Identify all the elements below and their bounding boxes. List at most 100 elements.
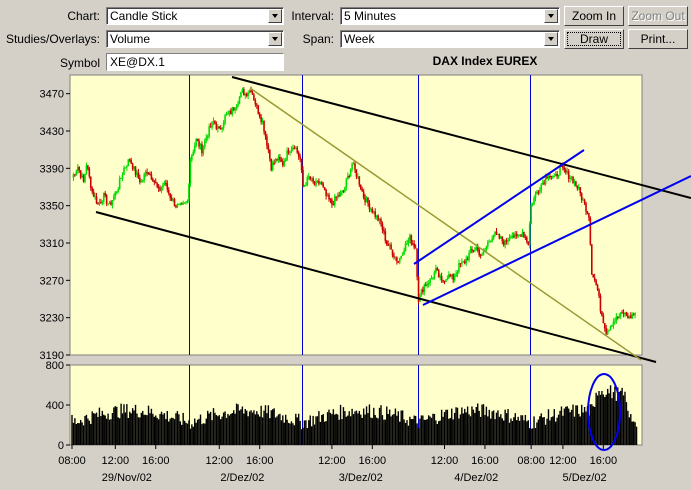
candle-body: [567, 171, 570, 179]
candle-body: [230, 110, 232, 115]
candle-body: [508, 237, 511, 241]
candle-body: [463, 261, 466, 264]
candle-body: [627, 315, 629, 319]
interval-select[interactable]: 5 Minutes: [340, 7, 560, 25]
candle-body: [621, 312, 623, 314]
candle-body: [88, 168, 91, 177]
candle-body: [166, 183, 169, 190]
candle-body: [510, 237, 512, 239]
candle-body: [482, 251, 485, 255]
chevron-down-icon[interactable]: [544, 32, 558, 46]
candle-body: [325, 189, 327, 196]
candle-body: [391, 249, 394, 256]
candle-body: [153, 181, 156, 183]
candle-body: [300, 158, 303, 170]
chart-type-value: Candle Stick: [110, 9, 178, 23]
candle-body: [225, 114, 228, 116]
candle-body: [267, 145, 270, 150]
candle-body: [401, 254, 404, 256]
candle-body: [307, 176, 310, 178]
chevron-down-icon[interactable]: [268, 9, 282, 23]
candle-body: [598, 289, 600, 296]
candle-body: [575, 181, 577, 186]
candle-body: [269, 149, 271, 159]
candle-body: [299, 156, 301, 159]
candle-body: [553, 176, 556, 178]
candle-body: [315, 180, 317, 186]
chevron-down-icon[interactable]: [268, 32, 282, 46]
candle-body: [346, 176, 349, 180]
candle-body: [472, 250, 475, 252]
symbol-input[interactable]: XE@DX.1: [106, 53, 284, 71]
candle-body: [407, 240, 410, 244]
candle-body: [466, 258, 469, 260]
candle-body: [442, 279, 444, 282]
candle-body: [375, 215, 378, 217]
studies-select[interactable]: Volume: [106, 30, 284, 48]
candle-body: [439, 276, 441, 278]
candle-body: [430, 278, 433, 280]
candle-body: [310, 178, 313, 180]
candle-body: [573, 181, 576, 184]
candle-body: [355, 169, 358, 177]
candle-body: [592, 274, 595, 278]
candle-body: [530, 205, 532, 225]
candle-body: [485, 246, 488, 250]
candle-body: [589, 217, 592, 245]
candle-body: [245, 93, 248, 96]
candle-body: [74, 174, 76, 176]
candle-body: [154, 181, 157, 184]
candle-body: [513, 235, 515, 238]
candle-body: [78, 166, 81, 171]
print-button[interactable]: Print...: [628, 29, 688, 49]
candle-body: [140, 181, 143, 183]
candle-body: [479, 255, 482, 257]
candle-body: [149, 174, 151, 176]
zoom-out-button[interactable]: Zoom Out: [628, 6, 688, 26]
candle-body: [214, 121, 216, 125]
candle-body: [595, 280, 597, 285]
chart-type-select[interactable]: Candle Stick: [106, 7, 284, 25]
y-tick-label: 3190: [40, 350, 64, 362]
candle-body: [461, 261, 463, 265]
y-tick-label: 3430: [40, 126, 64, 138]
candle-body: [396, 257, 398, 262]
day-label: 29/Nov/02: [102, 472, 152, 484]
candle-body: [186, 200, 189, 202]
candle-body: [136, 172, 138, 175]
candle-body: [185, 201, 187, 203]
candle-body: [605, 328, 608, 335]
span-select[interactable]: Week: [340, 30, 560, 48]
volume-tick-label: 800: [46, 360, 64, 372]
candle-body: [183, 202, 186, 204]
candle-body: [329, 199, 332, 201]
candle-body: [371, 208, 374, 213]
candle-body: [89, 176, 92, 188]
draw-button[interactable]: Draw: [564, 29, 624, 49]
candle-body: [504, 240, 506, 245]
span-value: Week: [344, 32, 375, 46]
candle-body: [550, 176, 553, 178]
candle-body: [201, 143, 203, 154]
zoom-in-button[interactable]: Zoom In: [564, 6, 624, 26]
candle-body: [492, 234, 495, 239]
x-tick-label: 12:00: [431, 455, 459, 467]
candle-body: [189, 160, 192, 184]
candle-body: [531, 204, 534, 206]
candle-body: [261, 120, 264, 122]
candle-body: [309, 176, 312, 180]
candle-body: [178, 203, 180, 205]
candle-body: [107, 203, 109, 205]
chevron-down-icon[interactable]: [544, 9, 558, 23]
candle-body: [296, 147, 299, 153]
day-label: 4/Dez/02: [454, 472, 498, 484]
candle-body: [533, 198, 535, 205]
candle-body: [489, 241, 492, 243]
candle-body: [160, 187, 163, 191]
candle-body: [364, 197, 366, 203]
candle-body: [123, 167, 125, 175]
candle-body: [628, 315, 631, 319]
candle-body: [110, 202, 112, 205]
candle-body: [543, 182, 545, 184]
